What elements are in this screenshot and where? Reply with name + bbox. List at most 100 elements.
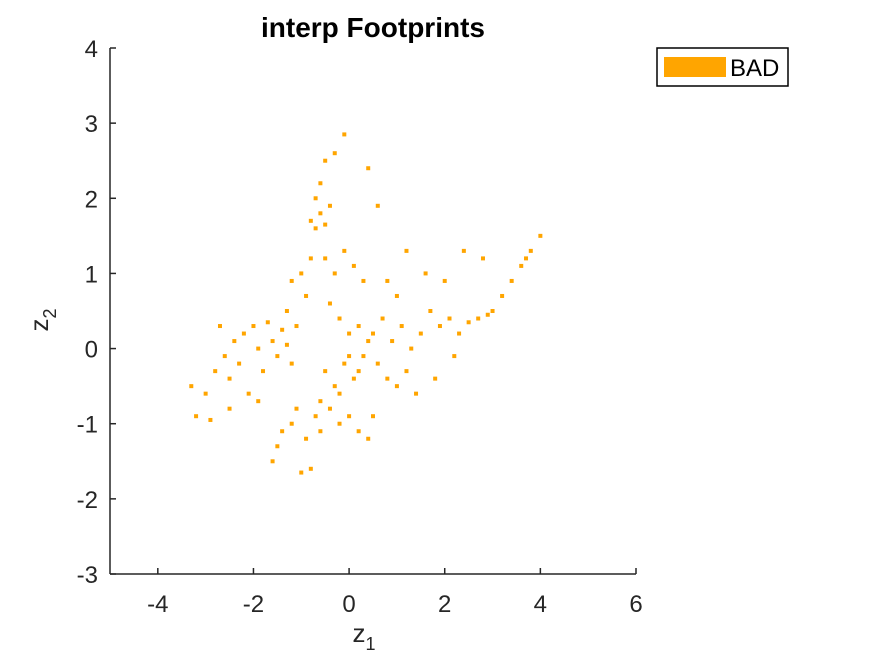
data-point	[222, 354, 227, 359]
data-point	[275, 354, 280, 359]
data-point	[280, 429, 285, 434]
data-point	[394, 293, 399, 298]
data-point	[476, 316, 481, 321]
y-tick-label: 3	[85, 111, 98, 138]
x-tick-label: 2	[438, 591, 451, 618]
y-tick-label: -1	[77, 412, 98, 439]
data-point	[528, 248, 533, 253]
data-point	[347, 354, 352, 359]
y-tick-label: 4	[85, 36, 98, 63]
axes: -4 -2 0 2 4 6 -3 -2 -1 0 1 2 3 4	[77, 36, 643, 618]
data-point	[332, 271, 337, 276]
data-point	[361, 354, 366, 359]
data-point	[347, 414, 352, 419]
x-axis-label: z1	[352, 618, 375, 654]
x-axis-label-base: z	[352, 618, 365, 648]
data-point	[323, 158, 328, 163]
data-point	[289, 361, 294, 366]
y-tick-label: 0	[85, 337, 98, 364]
data-point	[332, 151, 337, 156]
data-point	[399, 324, 404, 329]
data-point	[304, 436, 309, 441]
data-point	[256, 346, 261, 351]
x-tick-label: -2	[243, 591, 264, 618]
data-point	[327, 203, 332, 208]
legend: BAD	[656, 47, 789, 87]
data-point	[500, 293, 505, 298]
data-point	[337, 391, 342, 396]
data-point	[366, 166, 371, 171]
data-point	[490, 309, 495, 313]
data-point	[404, 248, 409, 253]
data-point	[347, 331, 352, 336]
data-point	[256, 399, 261, 404]
data-point	[313, 226, 318, 231]
data-point	[414, 391, 419, 396]
data-point	[313, 196, 318, 201]
data-point	[447, 316, 452, 321]
data-point	[337, 421, 342, 426]
data-point	[323, 256, 328, 261]
data-point	[390, 339, 395, 344]
data-point	[423, 271, 428, 276]
data-point	[327, 301, 332, 306]
y-axis-ticks: -3 -2 -1 0 1 2 3 4	[77, 36, 116, 589]
data-point	[194, 414, 199, 419]
data-point	[284, 342, 289, 347]
data-point	[385, 376, 390, 381]
data-point	[284, 309, 289, 313]
data-point	[270, 459, 275, 464]
data-point	[433, 376, 438, 381]
data-point	[308, 218, 313, 223]
data-point	[485, 312, 490, 317]
legend-swatch	[664, 57, 726, 77]
data-point	[318, 399, 323, 404]
data-point	[275, 444, 280, 449]
data-point	[294, 406, 299, 411]
data-point	[289, 421, 294, 426]
x-tick-label: 0	[342, 591, 355, 618]
data-point	[466, 320, 471, 325]
x-axis-ticks: -4 -2 0 2 4 6	[147, 568, 643, 618]
data-point	[289, 278, 294, 283]
data-point	[371, 331, 375, 336]
data-point	[385, 278, 390, 283]
data-point	[356, 429, 361, 434]
data-point	[342, 248, 347, 253]
data-point	[323, 222, 328, 227]
data-point	[524, 256, 529, 261]
data-point	[351, 263, 356, 268]
data-point	[375, 203, 380, 208]
data-point	[299, 470, 304, 475]
data-point	[361, 278, 366, 283]
data-point	[342, 361, 347, 366]
data-point	[251, 324, 256, 329]
y-tick-label: 1	[85, 261, 98, 288]
data-point	[213, 369, 218, 374]
data-point	[265, 320, 270, 325]
data-point	[461, 248, 466, 253]
data-point	[332, 384, 337, 389]
data-point	[404, 369, 409, 374]
data-point	[217, 324, 222, 329]
data-point	[227, 376, 232, 381]
data-point	[313, 414, 318, 419]
data-point	[232, 339, 237, 344]
data-point	[356, 369, 361, 374]
data-point	[237, 361, 242, 366]
data-point	[304, 293, 309, 298]
data-point	[308, 466, 313, 471]
data-point	[203, 391, 208, 396]
data-point	[227, 406, 232, 411]
data-point	[189, 384, 194, 389]
y-axis-label-sub: 2	[40, 308, 60, 318]
chart-title: interp Footprints	[261, 12, 485, 43]
data-point	[519, 263, 524, 268]
data-point	[270, 339, 275, 344]
x-axis-label-sub: 1	[365, 634, 375, 654]
data-point	[457, 331, 462, 336]
data-point	[394, 384, 399, 389]
data-point	[356, 324, 361, 329]
data-point	[452, 354, 457, 359]
x-tick-label: 4	[534, 591, 547, 618]
